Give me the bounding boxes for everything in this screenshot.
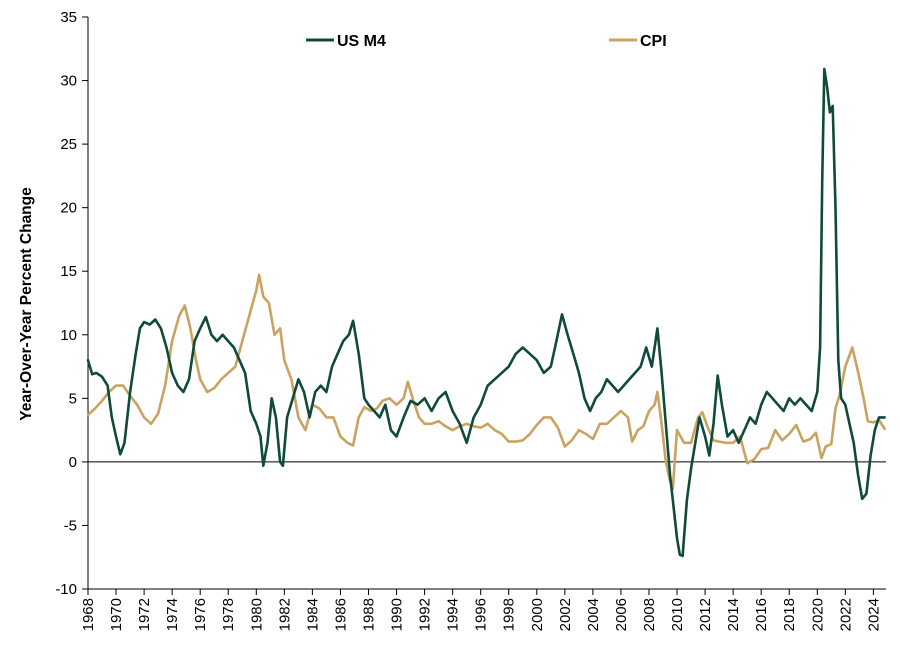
x-axis: 1968 1970 1972 1974 1976 1978 1980 1982 1984 1986… [80, 461, 886, 631]
y-tick-label: 10 [60, 327, 77, 344]
y-tick-label: -5 [64, 517, 77, 534]
x-tick-label: 1994 [445, 598, 462, 631]
x-tick-label: 2018 [781, 598, 798, 631]
x-tick-label: 2020 [809, 598, 826, 631]
y-tick-label: 5 [69, 390, 77, 407]
x-tick-label: 1982 [276, 598, 293, 631]
legend-label-cpi: CPI [640, 33, 667, 50]
x-tick-label: 1990 [389, 598, 406, 631]
y-axis-label: Year-Over-Year Percent Change [18, 187, 35, 421]
legend: US M4 CPI [306, 33, 667, 50]
x-tick-label: 1984 [304, 598, 321, 631]
x-tick-label: 2002 [557, 598, 574, 631]
x-tick-label: 1998 [501, 598, 518, 631]
series-line-cpi [86, 273, 886, 490]
y-tick-label: -10 [55, 581, 77, 598]
x-tick-label: 2014 [725, 598, 742, 631]
y-tick-label: 30 [60, 73, 77, 90]
x-tick-label: 1968 [80, 598, 97, 631]
x-tick-label: 2006 [613, 598, 630, 631]
x-tick-label: 1974 [164, 598, 181, 631]
x-tick-label: 2004 [585, 598, 602, 631]
y-axis: -10 -5 0 5 10 15 20 25 30 35 [55, 9, 89, 598]
series-line-us-m4 [86, 67, 886, 558]
x-tick-label: 1970 [108, 598, 125, 631]
x-tick-label: 1980 [248, 598, 265, 631]
y-tick-label: 0 [69, 454, 77, 471]
x-tick-label: 1978 [220, 598, 237, 631]
x-tick-label: 2016 [753, 598, 770, 631]
x-tick-label: 2010 [669, 598, 686, 631]
x-tick-label: 1976 [192, 598, 209, 631]
y-tick-label: 25 [60, 136, 77, 153]
y-tick-label: 20 [60, 200, 77, 217]
x-tick-label: 2008 [641, 598, 658, 631]
x-tick-label: 1992 [417, 598, 434, 631]
x-tick-label: 2012 [697, 598, 714, 631]
series-layer [86, 67, 886, 558]
x-tick-label: 2022 [837, 598, 854, 631]
x-tick-label: 1996 [473, 598, 490, 631]
legend-label-us-m4: US M4 [337, 33, 386, 50]
x-tick-label: 1988 [360, 598, 377, 631]
y-tick-label: 15 [60, 263, 77, 280]
x-tick-label: 2000 [529, 598, 546, 631]
y-tick-label: 35 [60, 9, 77, 26]
x-tick-label: 2024 [865, 598, 882, 631]
x-tick-label: 1972 [136, 598, 153, 631]
x-tick-label: 1986 [332, 598, 349, 631]
